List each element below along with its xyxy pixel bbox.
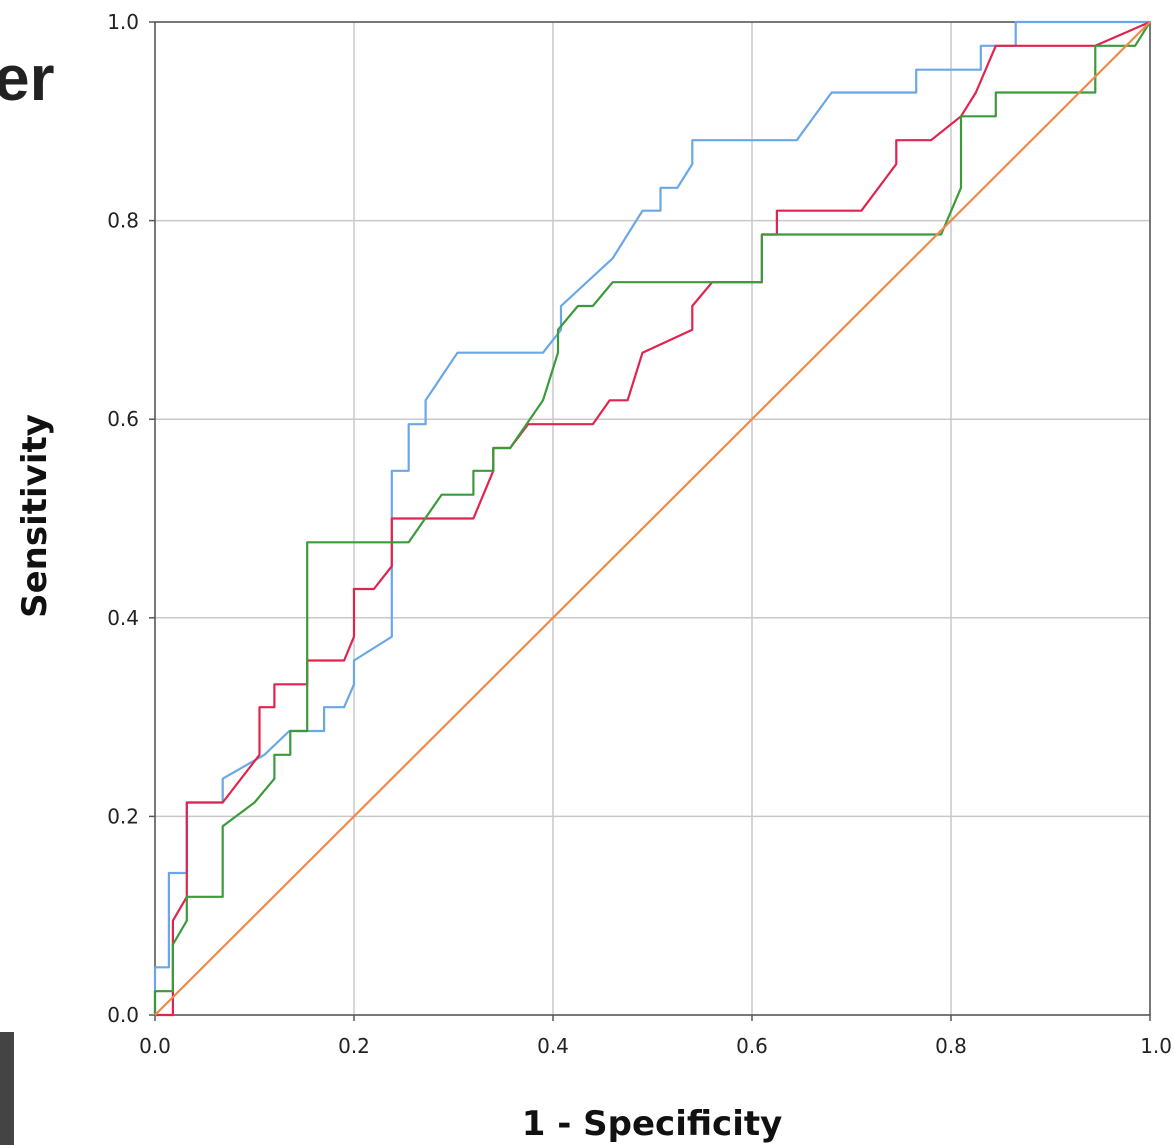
y-tick-labels: 0.0 0.2 0.4 0.6 0.8 1.0 [107, 10, 155, 1027]
x-tick-label-4: 0.8 [935, 1034, 967, 1058]
y-tick-label-3: 0.6 [107, 407, 139, 431]
cropped-heading-fragment: er [0, 42, 55, 114]
y-tick-label-1: 0.2 [107, 804, 139, 828]
plot-frame [154, 21, 1151, 1016]
roc-series-line-0 [153, 20, 1150, 1015]
x-tick-label-3: 0.6 [736, 1034, 768, 1058]
y-tick-label-0: 0.0 [107, 1003, 139, 1027]
x-tick-label-0: 0.0 [139, 1034, 171, 1058]
cropped-dark-block [0, 1032, 14, 1145]
x-axis-title: 1 - Specificity [522, 1104, 783, 1144]
y-tick-label-4: 0.8 [107, 209, 139, 233]
roc-series [153, 20, 1151, 1017]
y-tick-label-5: 1.0 [107, 10, 139, 34]
x-tick-label-1: 0.2 [338, 1034, 370, 1058]
y-tick-label-2: 0.4 [107, 606, 139, 630]
x-tick-labels: 0.0 0.2 0.4 0.6 0.8 1.0 [139, 1015, 1172, 1058]
roc-series-line-3 [154, 21, 1151, 1016]
roc-series-line-2 [153, 21, 1151, 1015]
x-tick-label-2: 0.4 [537, 1034, 569, 1058]
x-tick-label-5: 1.0 [1140, 1034, 1172, 1058]
y-axis-title: Sensitivity [15, 414, 55, 618]
